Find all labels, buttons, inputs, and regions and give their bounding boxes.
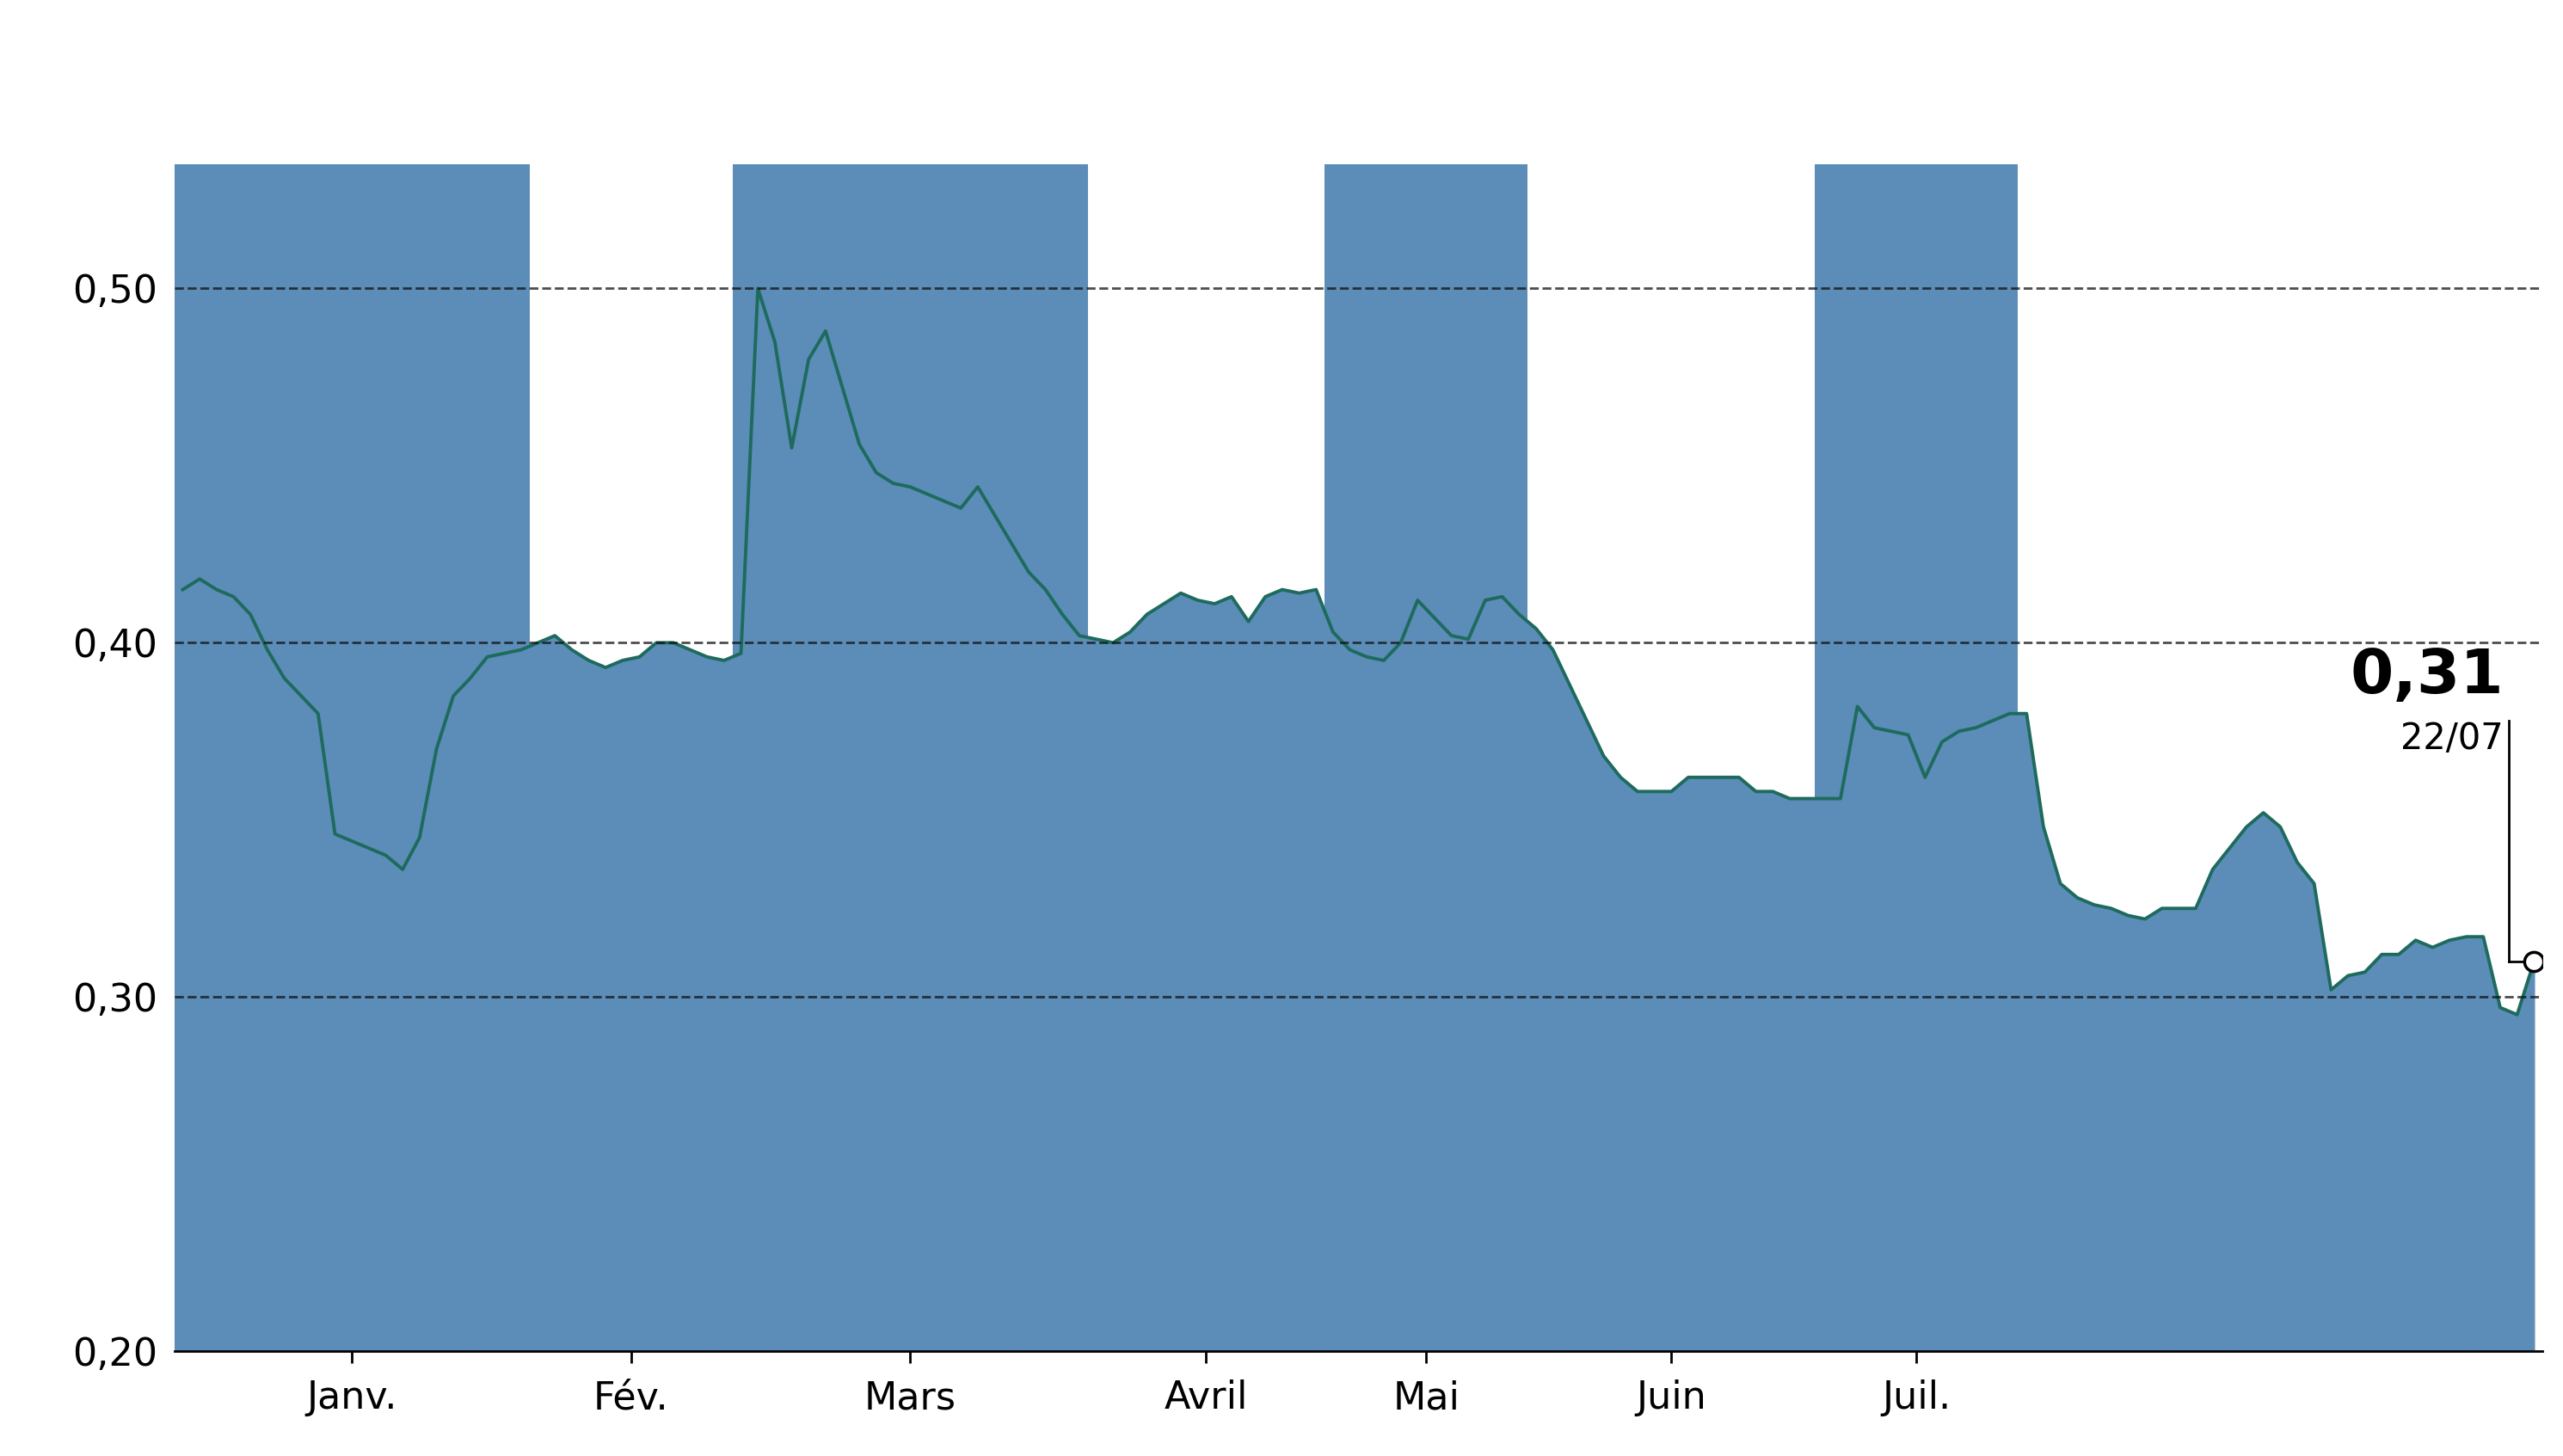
- Bar: [733, 165, 1087, 1351]
- Text: 22/07: 22/07: [2402, 721, 2504, 757]
- Text: 0,31: 0,31: [2350, 646, 2504, 706]
- Bar: [1815, 165, 2017, 1351]
- Bar: [174, 165, 531, 1351]
- Bar: [1325, 165, 1528, 1351]
- Text: GENSIGHT BIOLOGICS: GENSIGHT BIOLOGICS: [697, 32, 1866, 125]
